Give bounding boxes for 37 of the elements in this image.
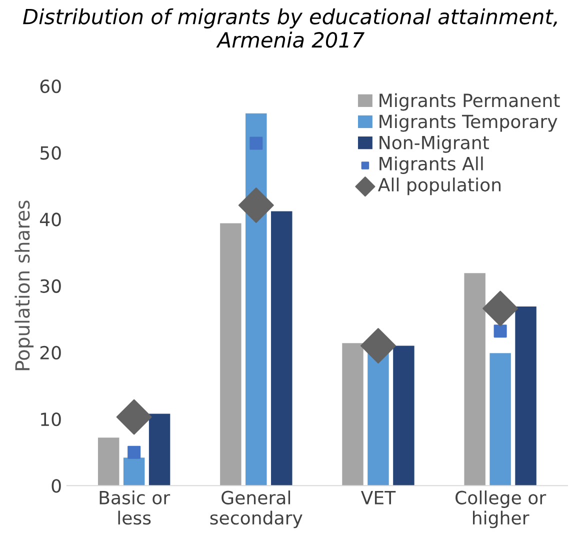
legend-label: Migrants Permanent (380, 93, 560, 111)
y-tick-label: 30 (40, 279, 61, 293)
point (482, 290, 518, 326)
chart-title: Distribution of migrants by educational attainment, Armenia 2017 (23, 8, 557, 48)
point (238, 188, 274, 223)
bar (393, 346, 414, 486)
y-axis-title: Population shares (14, 200, 34, 370)
legend-label: Migrants All (380, 156, 483, 174)
x-tick-label: General secondary (210, 490, 302, 528)
y-tick-label: 40 (40, 212, 61, 226)
bar (246, 113, 267, 486)
y-tick-label: 0 (52, 479, 61, 493)
legend-label: Migrants Temporary (380, 114, 558, 132)
bar (490, 353, 511, 486)
bar (148, 414, 170, 486)
point (494, 324, 507, 338)
bar (123, 458, 145, 486)
x-tick-label: Basic or less (100, 490, 170, 525)
point (116, 399, 152, 435)
bar (271, 211, 292, 486)
point (128, 446, 141, 459)
x-tick-label: College or higher (456, 490, 546, 528)
point (250, 136, 263, 150)
bar (342, 343, 364, 486)
x-tick-label: VET (360, 491, 396, 504)
y-tick-label: 60 (40, 79, 61, 94)
bar (220, 223, 242, 486)
bar (368, 351, 389, 486)
y-tick-label: 50 (40, 146, 61, 160)
bar (464, 273, 486, 486)
bar (515, 306, 536, 486)
bar (98, 438, 120, 486)
y-tick-label: 20 (40, 346, 61, 360)
point (360, 328, 396, 364)
legend-label: All population (378, 178, 501, 196)
legend-label: Non-Migrant (380, 135, 489, 153)
y-tick-label: 10 (41, 412, 61, 426)
